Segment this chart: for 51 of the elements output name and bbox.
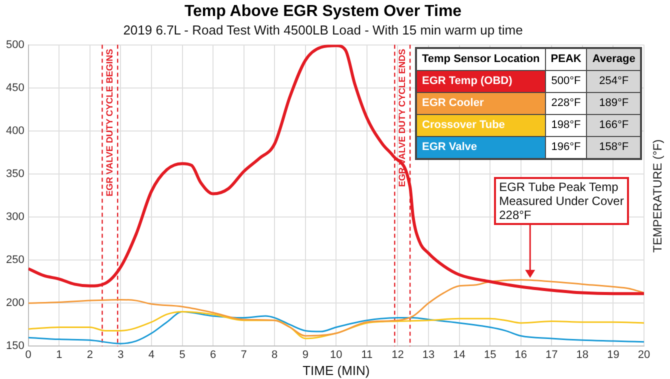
x-tick-label: 7 [240, 348, 247, 361]
y-tick-label: 500 [6, 38, 24, 51]
x-tick-label: 11 [361, 348, 373, 361]
x-tick-label: 4 [148, 348, 155, 361]
x-tick-label: 1 [56, 348, 62, 361]
x-tick-label: 15 [484, 348, 496, 361]
chart-subtitle: 2019 6.7L - Road Test With 4500LB Load - With 15 min warm up time [123, 22, 523, 38]
y-tick-label: 300 [6, 211, 24, 224]
annotation: 189°F [586, 92, 642, 114]
x-tick-label: 3 [118, 348, 124, 361]
annotation: 228°F [545, 92, 587, 114]
text: EGR Temp (OBD) [416, 70, 546, 92]
x-tick-label: 6 [210, 348, 216, 361]
chart-title: Temp Above EGR System Over Time [184, 3, 462, 20]
y-tick-label: 350 [6, 168, 24, 180]
x-tick-label: 2 [86, 348, 93, 361]
x-tick-label: 8 [272, 348, 278, 361]
x-tick-label: 0 [25, 348, 32, 361]
x-tick-label: 20 [638, 348, 650, 361]
x-tick-label: 5 [179, 348, 186, 361]
annotation: PEAK [545, 48, 587, 70]
x-tick-label: 9 [302, 348, 308, 361]
x-tick-label: 13 [422, 348, 435, 361]
annotation: 254°F [586, 70, 642, 92]
x-axis-title: TIME (MIN) [302, 362, 370, 378]
line-series [28, 279, 644, 337]
x-tick-label: 12 [392, 348, 404, 361]
annotation: Average [586, 48, 642, 70]
y-tick-label: 450 [6, 82, 24, 94]
annotation: 166°F [586, 114, 642, 136]
y-axis-title: TEMPERATURE (°F) [650, 138, 664, 252]
y-tick-label: 400 [6, 124, 24, 137]
text: Crossover Tube [416, 114, 546, 136]
annotation: 196°F [545, 136, 587, 159]
y-tick-label: 250 [6, 254, 24, 266]
ref-line-label: EGR VALVE DUTY CYCLE BEGINS [104, 48, 115, 196]
x-tick-label: 10 [330, 348, 342, 361]
text: EGR Valve [416, 136, 546, 159]
x-tick-label: 19 [607, 348, 620, 361]
annotation: 500°F [545, 70, 587, 92]
y-tick-label: 150 [6, 340, 24, 352]
x-tick-label: 16 [514, 348, 527, 361]
annotation: EGR Tube Peak Temp Measured Under Cover 228°F [494, 176, 629, 225]
x-tick-label: 14 [453, 348, 466, 361]
x-tick-label: 18 [576, 348, 589, 361]
text: EGR Cooler [416, 92, 546, 114]
y-tick-label: 200 [6, 297, 24, 310]
annotation: 158°F [586, 136, 642, 159]
annotation: Temp Sensor Location [416, 48, 546, 70]
annotation: 198°F [545, 114, 587, 136]
x-tick-label: 17 [546, 348, 558, 361]
